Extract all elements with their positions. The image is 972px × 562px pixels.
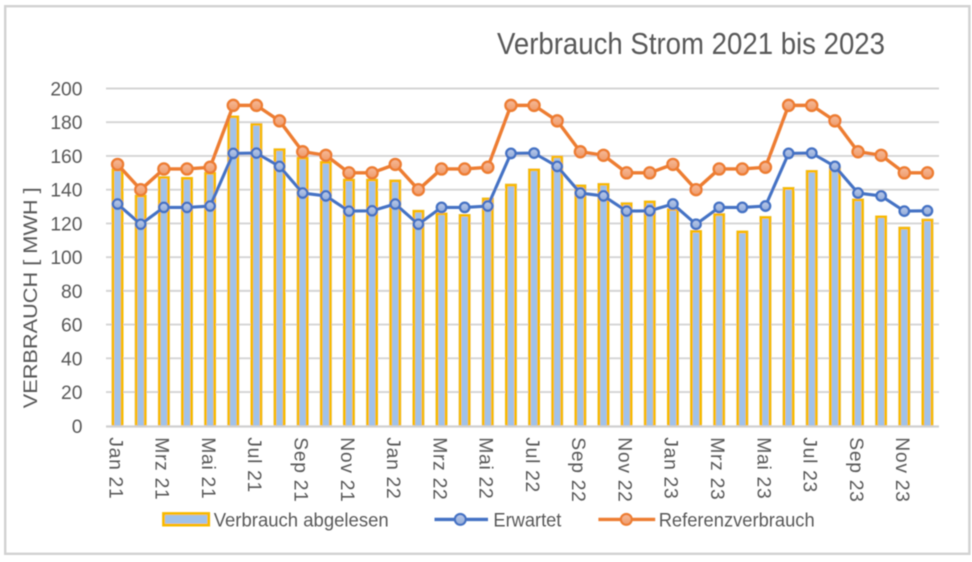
svg-text:Mai 22: Mai 22: [475, 437, 496, 499]
svg-text:40: 40: [61, 349, 82, 370]
svg-text:Jul 22: Jul 22: [521, 437, 542, 493]
svg-text:VERBRAUCH [ MWH ]: VERBRAUCH [ MWH ]: [20, 187, 42, 408]
svg-text:Mai 23: Mai 23: [752, 437, 773, 499]
svg-text:Verbrauch Strom 2021 bis 2023: Verbrauch Strom 2021 bis 2023: [497, 27, 885, 61]
svg-text:80: 80: [61, 282, 82, 303]
svg-text:Nov 22: Nov 22: [613, 437, 634, 502]
svg-text:Jan 21: Jan 21: [104, 437, 125, 499]
svg-text:Mai 21: Mai 21: [197, 437, 218, 499]
svg-text:200: 200: [50, 80, 82, 101]
svg-text:140: 140: [50, 181, 82, 202]
svg-text:Sep 23: Sep 23: [845, 437, 866, 502]
svg-text:Jan 23: Jan 23: [660, 437, 681, 499]
svg-text:Verbrauch abgelesen: Verbrauch abgelesen: [214, 510, 389, 531]
svg-text:120: 120: [50, 214, 82, 235]
svg-text:Referenzverbrauch: Referenzverbrauch: [659, 510, 815, 531]
svg-text:20: 20: [61, 383, 82, 404]
svg-text:Sep 21: Sep 21: [289, 437, 310, 502]
svg-text:100: 100: [50, 248, 82, 269]
svg-text:Mrz 23: Mrz 23: [706, 437, 727, 500]
svg-text:Sep 22: Sep 22: [567, 437, 588, 502]
svg-text:Jul 21: Jul 21: [243, 437, 264, 493]
svg-text:Jan 22: Jan 22: [382, 437, 403, 499]
svg-text:Mrz 21: Mrz 21: [151, 437, 172, 500]
svg-text:Jul 23: Jul 23: [799, 437, 820, 493]
svg-text:60: 60: [61, 316, 82, 337]
svg-text:0: 0: [72, 417, 83, 438]
svg-text:Erwartet: Erwartet: [493, 510, 562, 531]
svg-text:Nov 23: Nov 23: [891, 437, 912, 502]
svg-text:160: 160: [50, 147, 82, 168]
svg-text:Mrz 22: Mrz 22: [428, 437, 449, 500]
svg-text:Nov 21: Nov 21: [336, 437, 357, 502]
svg-text:180: 180: [50, 113, 82, 134]
